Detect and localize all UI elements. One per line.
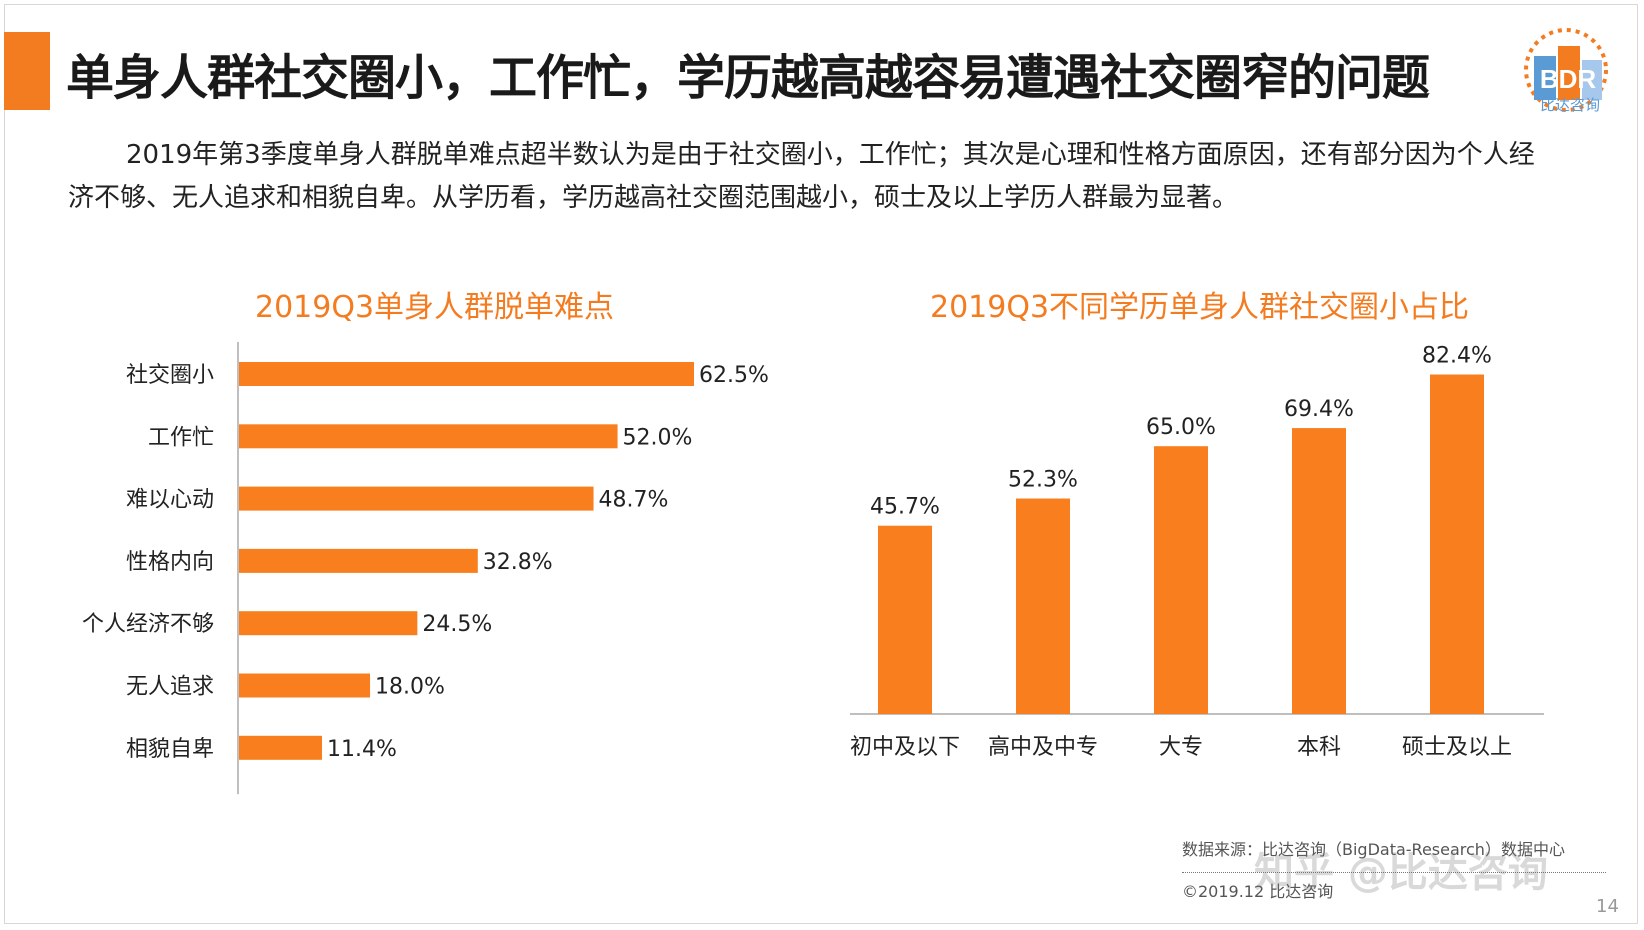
category-label: 社交圈小	[126, 363, 214, 388]
data-label: 65.0%	[1146, 415, 1216, 440]
summary-text: 2019年第3季度单身人群脱单难点超半数认为是由于社交圈小，工作忙；其次是心理和…	[68, 140, 1535, 213]
category-label: 相貌自卑	[126, 737, 214, 762]
category-label: 初中及以下	[850, 735, 960, 760]
category-label: 高中及中专	[988, 735, 1098, 760]
bar	[1292, 428, 1346, 714]
data-label: 45.7%	[870, 495, 940, 520]
category-label: 硕士及以上	[1402, 735, 1512, 760]
data-label: 32.8%	[483, 550, 553, 575]
category-label: 个人经济不够	[82, 612, 214, 637]
data-label: 62.5%	[699, 363, 769, 388]
barriers-bar-chart: 社交圈小 62.5% 工作忙 52.0% 难以心动 48.7% 性格内向 32.8% 个人经济不…	[82, 342, 769, 795]
chart-title-barriers: 2019Q3单身人群脱单难点	[255, 290, 615, 325]
data-label: 11.4%	[327, 737, 397, 762]
data-label: 18.0%	[375, 675, 445, 700]
bar	[878, 525, 932, 714]
zhihu-watermark: 知乎 @比达咨询	[1254, 850, 1548, 896]
slide-title: 单身人群社交圈小，工作忙，学历越高越容易遭遇社交圈窄的问题	[66, 50, 1430, 106]
bar	[239, 548, 478, 573]
category-label: 难以心动	[126, 488, 214, 513]
bar	[239, 673, 371, 698]
category-label: 大专	[1159, 735, 1203, 760]
education-bar-chart: 45.7% 初中及以下 52.3% 高中及中专 65.0% 大专 69.4% 本科 82.4% 硕…	[850, 344, 1544, 760]
slide-summary: 2019年第3季度单身人群脱单难点超半数认为是由于社交圈小，工作忙；其次是心理和…	[68, 134, 1558, 220]
title-accent-bar	[4, 32, 50, 110]
category-label: 无人追求	[126, 675, 214, 700]
bar	[1154, 446, 1208, 714]
data-label: 48.7%	[599, 488, 669, 513]
bar	[1016, 498, 1070, 714]
bar	[239, 362, 694, 386]
category-label: 本科	[1297, 735, 1341, 760]
bar	[1430, 374, 1484, 714]
data-label: 82.4%	[1422, 344, 1492, 369]
category-label: 性格内向	[126, 550, 214, 575]
data-label: 52.0%	[623, 425, 693, 450]
logo-subtext: 比达咨询	[1540, 96, 1600, 114]
copyright-note: ©2019.12 比达咨询	[1182, 882, 1334, 901]
bar	[239, 611, 418, 636]
data-label: 52.3%	[1008, 468, 1078, 493]
page-number: 14	[1596, 896, 1619, 917]
chart-title-education: 2019Q3不同学历单身人群社交圈小占比	[930, 290, 1470, 325]
data-label: 69.4%	[1284, 397, 1354, 422]
data-label: 24.5%	[422, 612, 492, 637]
bdr-logo: BDR 比达咨询	[1524, 28, 1608, 114]
logo-text: BDR	[1540, 64, 1597, 94]
data-source-note: 数据来源：比达咨询（BigData-Research）数据中心	[1182, 840, 1565, 859]
bar	[239, 486, 594, 511]
slide-frame	[4, 4, 1638, 924]
source-divider	[1182, 872, 1606, 873]
bar	[239, 424, 618, 449]
bar	[239, 735, 322, 760]
category-label: 工作忙	[148, 425, 214, 450]
